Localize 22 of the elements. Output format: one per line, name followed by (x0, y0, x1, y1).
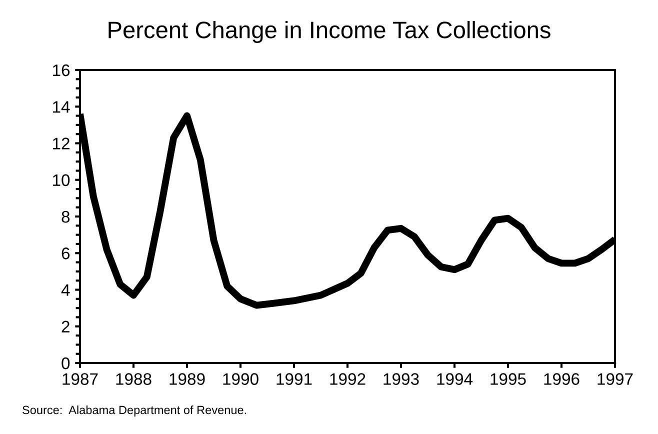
x-tick-label: 1997 (598, 373, 633, 385)
y-tick-label: 10 (53, 174, 70, 186)
x-tick-label: 1990 (223, 373, 258, 385)
y-tick-label: 0 (62, 357, 70, 370)
x-tick-label: 1987 (62, 373, 98, 385)
x-tick-label: 1989 (170, 373, 205, 385)
y-tick-label: 14 (53, 101, 70, 113)
y-tick-label: 4 (61, 284, 70, 296)
x-tick-label: 1994 (437, 373, 473, 385)
x-tick-label: 1992 (330, 373, 366, 385)
x-tick-label: 1993 (384, 373, 419, 385)
x-tick-label: 1995 (490, 373, 526, 385)
y-tick-label: 12 (53, 138, 70, 150)
source-note: Source: Alabama Department of Revenue. (22, 405, 246, 417)
y-tick-label: 6 (62, 248, 70, 260)
chart-title: Percent Change in Income Tax Collections (108, 20, 550, 44)
y-tick-label: 16 (53, 64, 70, 76)
y-tick-label: 2 (62, 320, 70, 332)
x-tick-label: 1996 (544, 373, 580, 385)
x-tick-label: 1991 (276, 373, 312, 385)
x-tick-label: 1988 (116, 373, 152, 385)
y-tick-label: 8 (62, 210, 70, 223)
